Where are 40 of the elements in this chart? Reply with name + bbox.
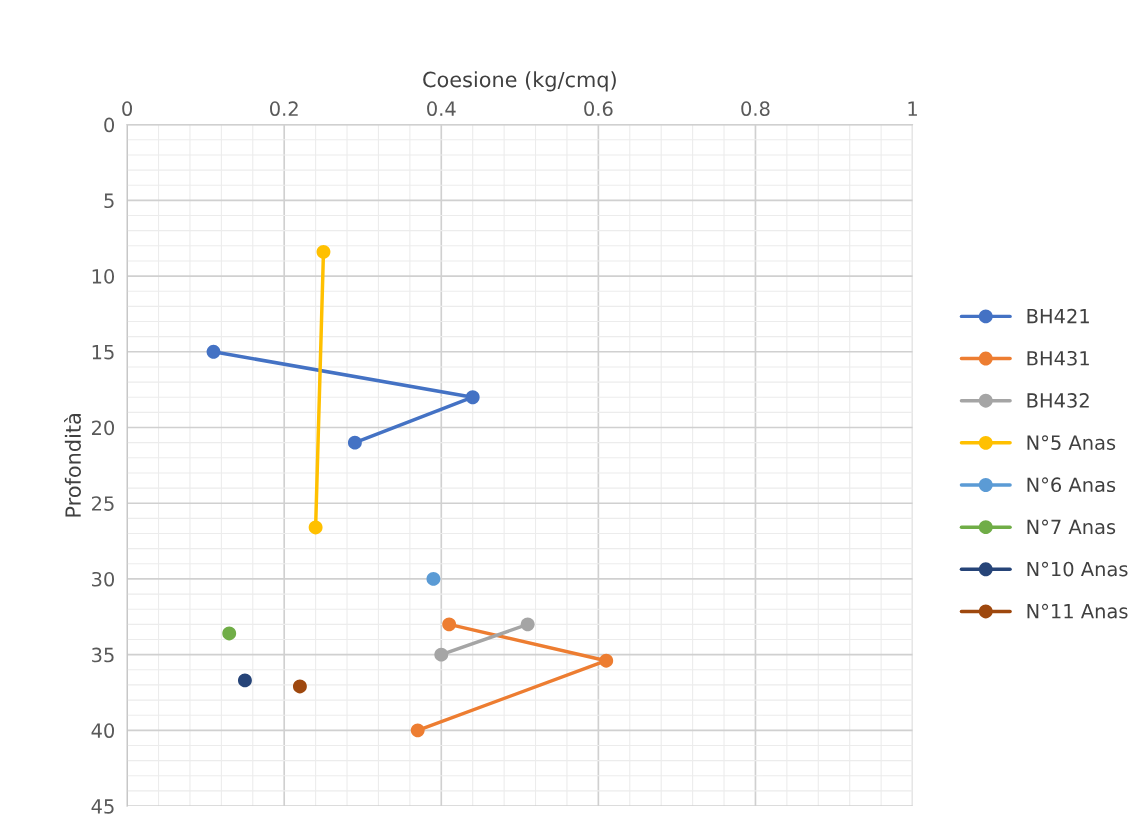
point bbox=[222, 626, 237, 641]
y-tick-label: 40 bbox=[91, 723, 115, 739]
point bbox=[465, 390, 480, 405]
point bbox=[426, 571, 441, 586]
x-tick-label: 0.4 bbox=[427, 101, 456, 117]
x-tick-label: 0.2 bbox=[270, 101, 298, 117]
y-tick-label: 10 bbox=[92, 269, 115, 284]
legend-label: BH431 bbox=[1027, 350, 1089, 366]
x-tick-label: 0 bbox=[122, 101, 133, 117]
y-tick-label: 15 bbox=[92, 345, 114, 360]
point bbox=[347, 435, 362, 450]
x-tick-label: 0.6 bbox=[584, 101, 613, 117]
point bbox=[434, 647, 449, 662]
point bbox=[308, 520, 323, 535]
point bbox=[520, 617, 535, 632]
legend-label: N°6 Anas bbox=[1027, 477, 1116, 493]
point bbox=[316, 244, 331, 259]
legend-label: N°7 Anas bbox=[1027, 519, 1116, 535]
legend-label: BH421 bbox=[1027, 308, 1089, 324]
y-tick-label: 45 bbox=[91, 799, 114, 814]
point bbox=[410, 723, 425, 738]
x-tick-label: 0.8 bbox=[741, 101, 770, 117]
legend-label: BH432 bbox=[1027, 393, 1089, 408]
y-axis-title: Profondità bbox=[64, 414, 81, 517]
legend-label: N°5 Anas bbox=[1027, 435, 1116, 450]
y-tick-label: 5 bbox=[104, 193, 114, 209]
point bbox=[292, 679, 307, 694]
legend-label: N°10 Anas bbox=[1027, 561, 1128, 577]
y-tick-label: 0 bbox=[104, 117, 115, 133]
point bbox=[442, 617, 457, 632]
y-tick-label: 35 bbox=[92, 647, 114, 663]
point bbox=[237, 673, 252, 688]
y-tick-label: 20 bbox=[92, 420, 115, 436]
y-tick-label: 30 bbox=[92, 571, 115, 587]
y-tick-label: 25 bbox=[92, 496, 114, 511]
legend-label: N°11 Anas bbox=[1027, 603, 1128, 619]
point bbox=[599, 653, 614, 668]
x-tick-label: 1 bbox=[908, 101, 917, 116]
x-axis-title: Coesione (kg/cmq) bbox=[423, 71, 616, 92]
point bbox=[206, 344, 221, 359]
